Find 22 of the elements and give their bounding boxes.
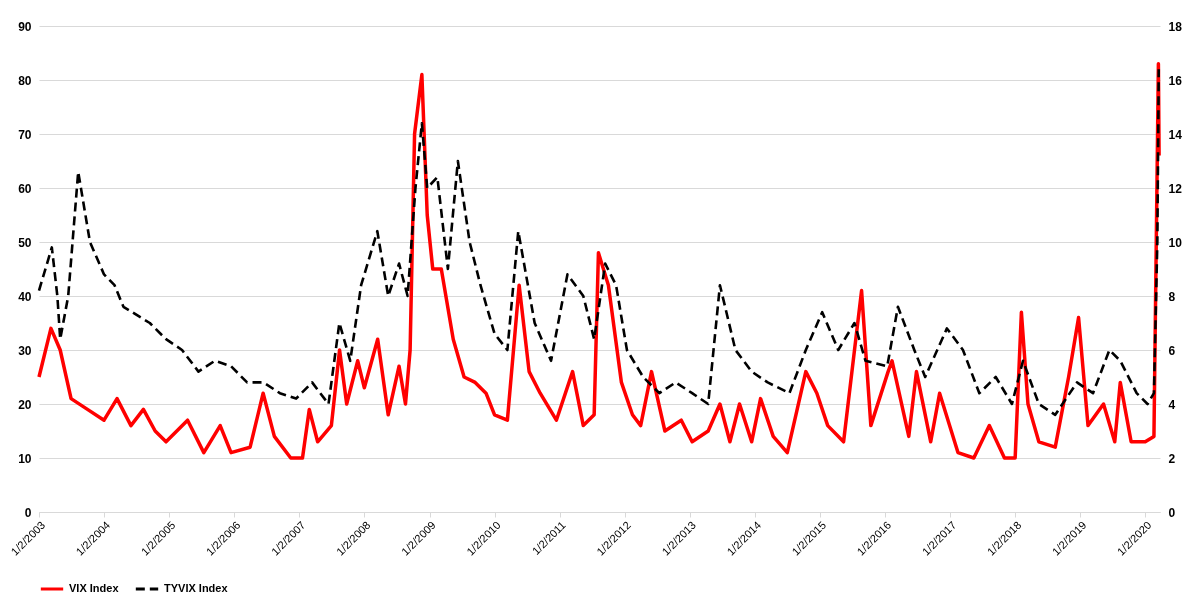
- y-tick-label: 80: [18, 73, 32, 88]
- y-tick-label: 50: [18, 235, 32, 250]
- y-tick-label: 70: [18, 127, 32, 142]
- y-tick-label: 40: [18, 289, 32, 304]
- legend-label: VIX Index: [69, 582, 120, 594]
- y-tick-label: 90: [18, 19, 32, 34]
- y2-tick-label: 2: [1168, 451, 1176, 466]
- y2-tick-label: 16: [1168, 73, 1183, 88]
- y2-tick-label: 14: [1168, 127, 1183, 142]
- y2-tick-label: 4: [1168, 397, 1176, 412]
- y2-tick-label: 12: [1168, 181, 1183, 196]
- y2-tick-label: 10: [1168, 235, 1183, 250]
- y-tick-label: 60: [18, 181, 32, 196]
- y-tick-label: 20: [18, 397, 32, 412]
- y-tick-label: 10: [18, 451, 32, 466]
- y-tick-label: 30: [18, 343, 32, 358]
- y-tick-label: 0: [24, 505, 32, 520]
- y2-tick-label: 18: [1168, 19, 1183, 34]
- y2-tick-label: 8: [1168, 289, 1176, 304]
- y2-tick-label: 6: [1168, 343, 1176, 358]
- legend-label: TYVIX Index: [164, 582, 229, 594]
- y2-tick-label: 0: [1168, 505, 1176, 520]
